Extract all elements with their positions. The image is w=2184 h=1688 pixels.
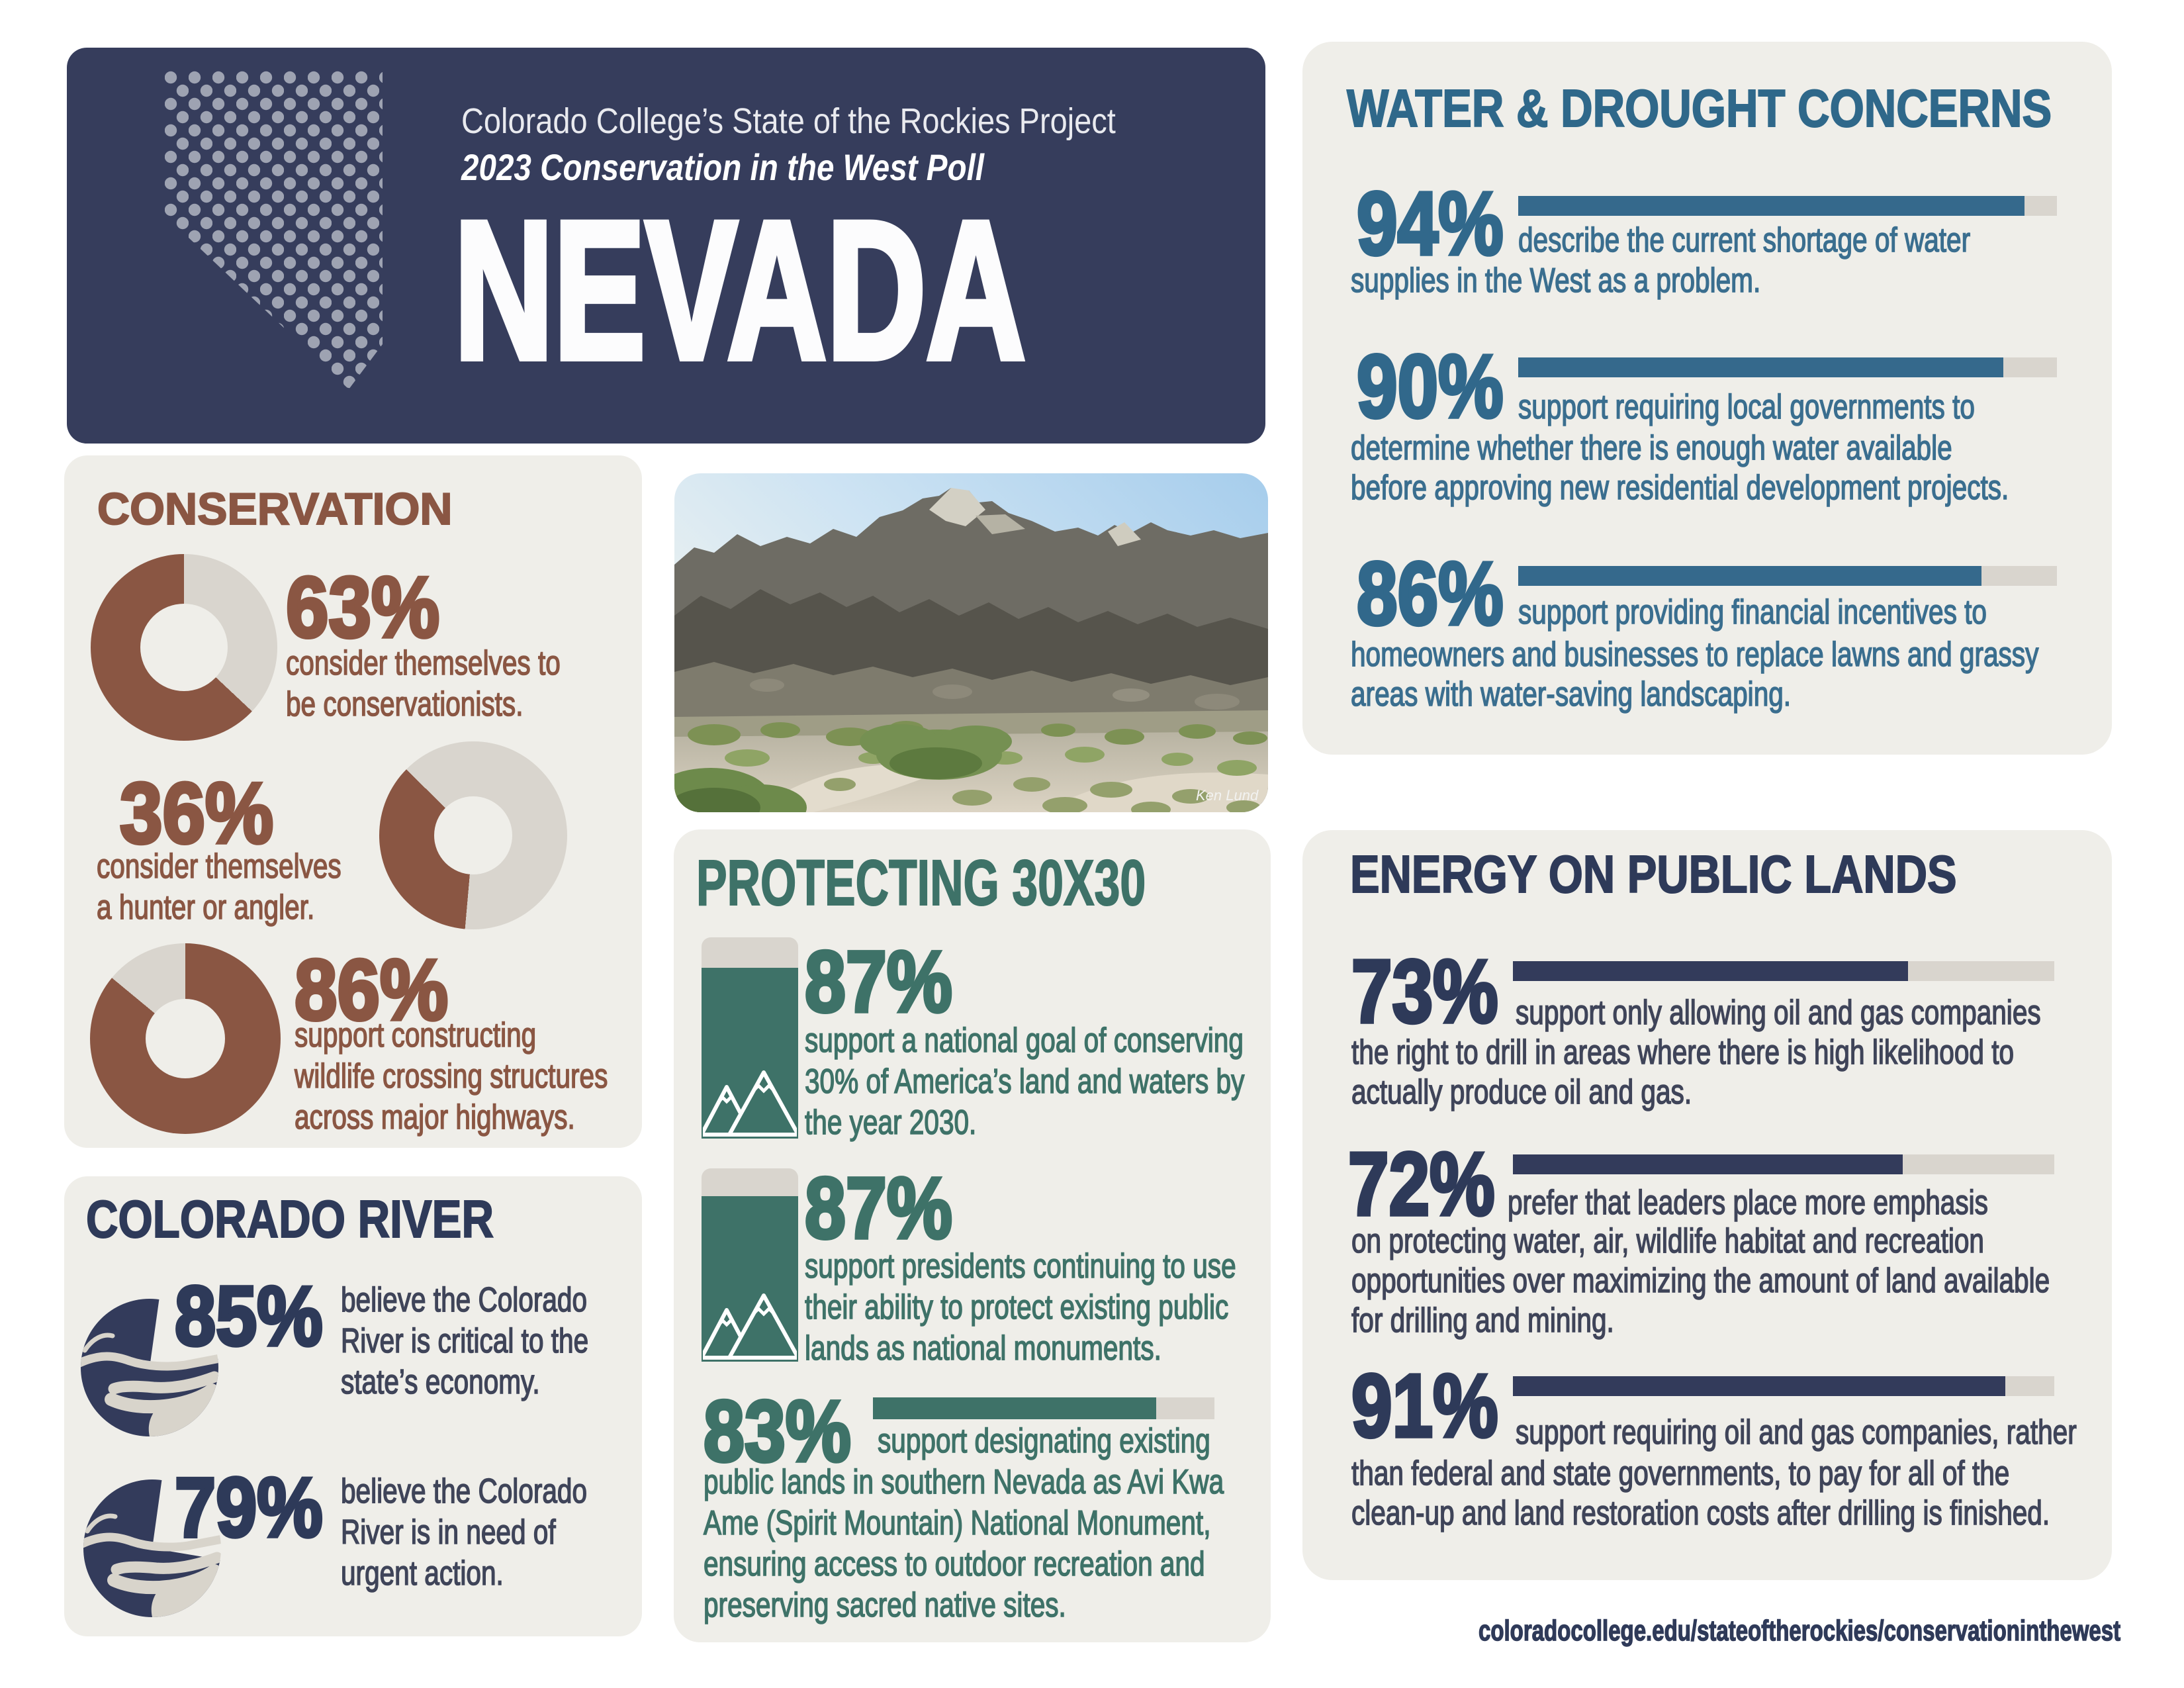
svg-text:Ken Lund: Ken Lund: [1196, 787, 1259, 804]
